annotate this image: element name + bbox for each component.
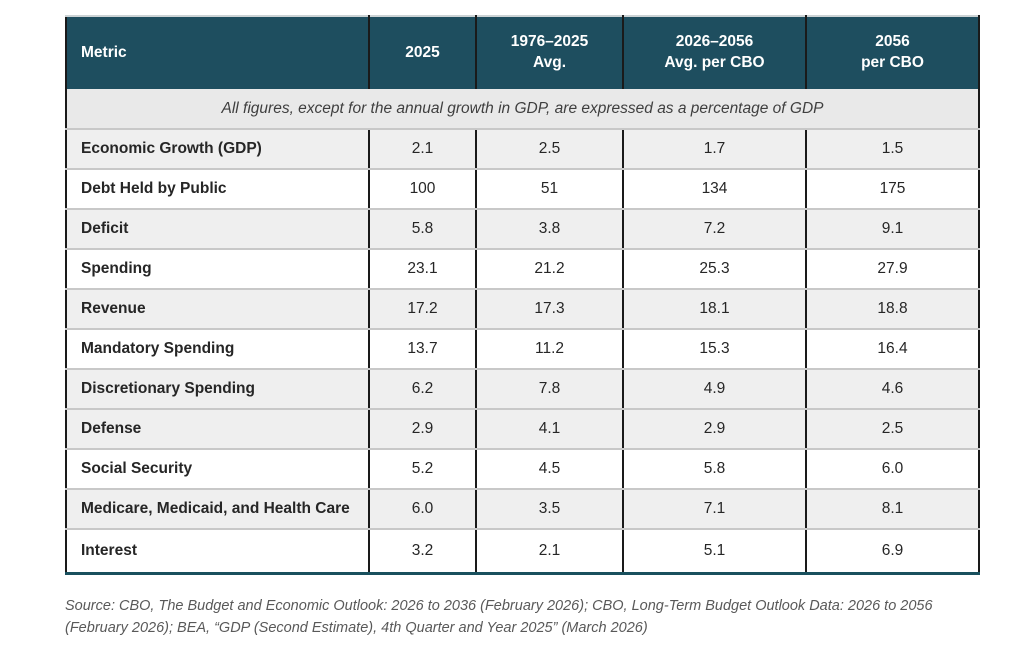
column-header-1976-2025-avg: 1976–2025 Avg.	[475, 16, 623, 89]
value-2056-per-cbo: 27.9	[805, 249, 979, 290]
table-header: Metric 2025 1976–2025 Avg. 2026–2056 Avg…	[66, 16, 979, 89]
table-row: Revenue 17.2 17.3 18.1 18.8	[66, 289, 979, 330]
table-row: Defense 2.9 4.1 2.9 2.5	[66, 409, 979, 450]
value-2025: 3.2	[368, 529, 476, 573]
value-2026-2056-avg-per-cbo: 1.7	[622, 129, 806, 170]
value-2056-per-cbo: 16.4	[805, 329, 979, 370]
value-2025: 2.9	[368, 409, 476, 450]
value-2026-2056-avg-per-cbo: 134	[622, 169, 806, 210]
value-2026-2056-avg-per-cbo: 15.3	[622, 329, 806, 370]
metric-label: Spending	[66, 249, 369, 290]
value-2026-2056-avg-per-cbo: 4.9	[622, 369, 806, 410]
value-2056-per-cbo: 4.6	[805, 369, 979, 410]
value-1976-2025-avg: 4.1	[475, 409, 623, 450]
value-2056-per-cbo: 9.1	[805, 209, 979, 250]
value-1976-2025-avg: 17.3	[475, 289, 623, 330]
metric-label: Discretionary Spending	[66, 369, 369, 410]
units-note: All figures, except for the annual growt…	[66, 89, 979, 130]
header-row: Metric 2025 1976–2025 Avg. 2026–2056 Avg…	[66, 16, 979, 89]
value-1976-2025-avg: 51	[475, 169, 623, 210]
metric-label: Revenue	[66, 289, 369, 330]
metric-label: Interest	[66, 529, 369, 573]
table-row: Debt Held by Public 100 51 134 175	[66, 169, 979, 210]
value-2026-2056-avg-per-cbo: 7.2	[622, 209, 806, 250]
value-1976-2025-avg: 2.1	[475, 529, 623, 573]
metric-label: Economic Growth (GDP)	[66, 129, 369, 170]
value-2026-2056-avg-per-cbo: 25.3	[622, 249, 806, 290]
value-2056-per-cbo: 6.9	[805, 529, 979, 573]
value-2026-2056-avg-per-cbo: 18.1	[622, 289, 806, 330]
column-header-metric: Metric	[66, 16, 369, 89]
table-row: Mandatory Spending 13.7 11.2 15.3 16.4	[66, 329, 979, 370]
value-2056-per-cbo: 18.8	[805, 289, 979, 330]
value-2056-per-cbo: 8.1	[805, 489, 979, 530]
units-note-row: All figures, except for the annual growt…	[66, 89, 979, 130]
value-2056-per-cbo: 1.5	[805, 129, 979, 170]
value-1976-2025-avg: 11.2	[475, 329, 623, 370]
value-2025: 13.7	[368, 329, 476, 370]
value-2056-per-cbo: 2.5	[805, 409, 979, 450]
value-2026-2056-avg-per-cbo: 7.1	[622, 489, 806, 530]
budget-metrics-table: Metric 2025 1976–2025 Avg. 2026–2056 Avg…	[65, 15, 980, 575]
metric-label: Social Security	[66, 449, 369, 490]
value-1976-2025-avg: 4.5	[475, 449, 623, 490]
value-2025: 5.8	[368, 209, 476, 250]
value-1976-2025-avg: 7.8	[475, 369, 623, 410]
metric-label: Medicare, Medicaid, and Health Care	[66, 489, 369, 530]
table-row: Economic Growth (GDP) 2.1 2.5 1.7 1.5	[66, 129, 979, 170]
value-2056-per-cbo: 6.0	[805, 449, 979, 490]
column-header-2056-per-cbo: 2056 per CBO	[805, 16, 979, 89]
value-2025: 100	[368, 169, 476, 210]
value-1976-2025-avg: 3.5	[475, 489, 623, 530]
value-2025: 6.0	[368, 489, 476, 530]
value-2026-2056-avg-per-cbo: 5.1	[622, 529, 806, 573]
value-1976-2025-avg: 21.2	[475, 249, 623, 290]
table-row: Medicare, Medicaid, and Health Care 6.0 …	[66, 489, 979, 530]
table-row: Social Security 5.2 4.5 5.8 6.0	[66, 449, 979, 490]
metric-label: Debt Held by Public	[66, 169, 369, 210]
value-1976-2025-avg: 2.5	[475, 129, 623, 170]
metric-label: Defense	[66, 409, 369, 450]
value-2026-2056-avg-per-cbo: 5.8	[622, 449, 806, 490]
table-row: Interest 3.2 2.1 5.1 6.9	[66, 529, 979, 573]
value-2025: 2.1	[368, 129, 476, 170]
table-body: All figures, except for the annual growt…	[66, 89, 979, 573]
table-row: Discretionary Spending 6.2 7.8 4.9 4.6	[66, 369, 979, 410]
source-note: Source: CBO, The Budget and Economic Out…	[65, 598, 933, 637]
value-1976-2025-avg: 3.8	[475, 209, 623, 250]
metric-label: Mandatory Spending	[66, 329, 369, 370]
table-row: Deficit 5.8 3.8 7.2 9.1	[66, 209, 979, 250]
value-2056-per-cbo: 175	[805, 169, 979, 210]
value-2025: 17.2	[368, 289, 476, 330]
metric-label: Deficit	[66, 209, 369, 250]
value-2026-2056-avg-per-cbo: 2.9	[622, 409, 806, 450]
value-2025: 23.1	[368, 249, 476, 290]
table-row: Spending 23.1 21.2 25.3 27.9	[66, 249, 979, 290]
value-2025: 6.2	[368, 369, 476, 410]
value-2025: 5.2	[368, 449, 476, 490]
column-header-2025: 2025	[368, 16, 476, 89]
column-header-2026-2056-avg-per-cbo: 2026–2056 Avg. per CBO	[622, 16, 806, 89]
